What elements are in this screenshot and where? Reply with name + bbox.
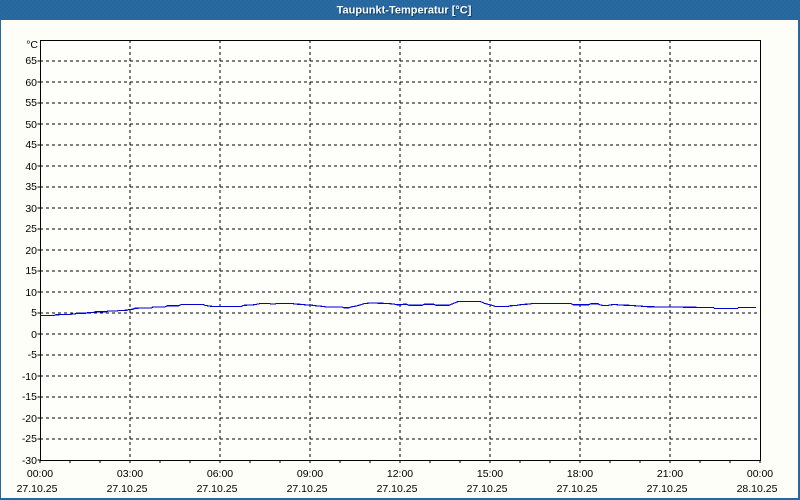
svg-text:10: 10: [25, 287, 37, 299]
svg-text:-15: -15: [22, 391, 37, 403]
svg-text:21:00: 21:00: [657, 468, 683, 480]
svg-text:-30: -30: [22, 455, 37, 467]
svg-text:45: 45: [25, 139, 37, 151]
svg-text:03:00: 03:00: [117, 468, 143, 480]
svg-text:06:00: 06:00: [207, 468, 233, 480]
svg-text:00:00: 00:00: [747, 468, 773, 480]
svg-text:27.10.25: 27.10.25: [557, 483, 598, 495]
svg-text:40: 40: [25, 161, 37, 173]
svg-text:18:00: 18:00: [567, 468, 593, 480]
svg-text:-20: -20: [22, 413, 37, 425]
svg-text:27.10.25: 27.10.25: [377, 483, 418, 495]
svg-text:20: 20: [25, 245, 37, 257]
svg-text:25: 25: [25, 223, 37, 235]
svg-text:-25: -25: [22, 433, 37, 445]
svg-text:27.10.25: 27.10.25: [287, 483, 328, 495]
svg-text:27.10.25: 27.10.25: [647, 483, 688, 495]
svg-text:35: 35: [25, 181, 37, 193]
svg-text:-10: -10: [22, 371, 37, 383]
svg-text:°C: °C: [26, 39, 38, 51]
svg-text:27.10.25: 27.10.25: [467, 483, 508, 495]
svg-text:55: 55: [25, 97, 37, 109]
svg-text:Taupunkt-Temperatur [°C]: Taupunkt-Temperatur [°C]: [338, 6, 473, 18]
svg-text:0: 0: [31, 329, 37, 341]
svg-text:Taupunkt-Temperatur [°C]: Taupunkt-Temperatur [°C]: [337, 5, 472, 17]
svg-text:27.10.25: 27.10.25: [107, 483, 148, 495]
svg-text:60: 60: [25, 77, 37, 89]
svg-text:30: 30: [25, 203, 37, 215]
svg-text:-5: -5: [28, 349, 37, 361]
svg-text:15: 15: [25, 265, 37, 277]
svg-text:5: 5: [31, 307, 37, 319]
svg-text:27.10.25: 27.10.25: [17, 483, 58, 495]
svg-text:65: 65: [25, 55, 37, 67]
svg-text:27.10.25: 27.10.25: [197, 483, 238, 495]
svg-text:50: 50: [25, 119, 37, 131]
svg-text:28.10.25: 28.10.25: [737, 483, 778, 495]
svg-text:15:00: 15:00: [477, 468, 503, 480]
svg-text:12:00: 12:00: [387, 468, 413, 480]
svg-text:00:00: 00:00: [27, 468, 53, 480]
svg-text:09:00: 09:00: [297, 468, 323, 480]
